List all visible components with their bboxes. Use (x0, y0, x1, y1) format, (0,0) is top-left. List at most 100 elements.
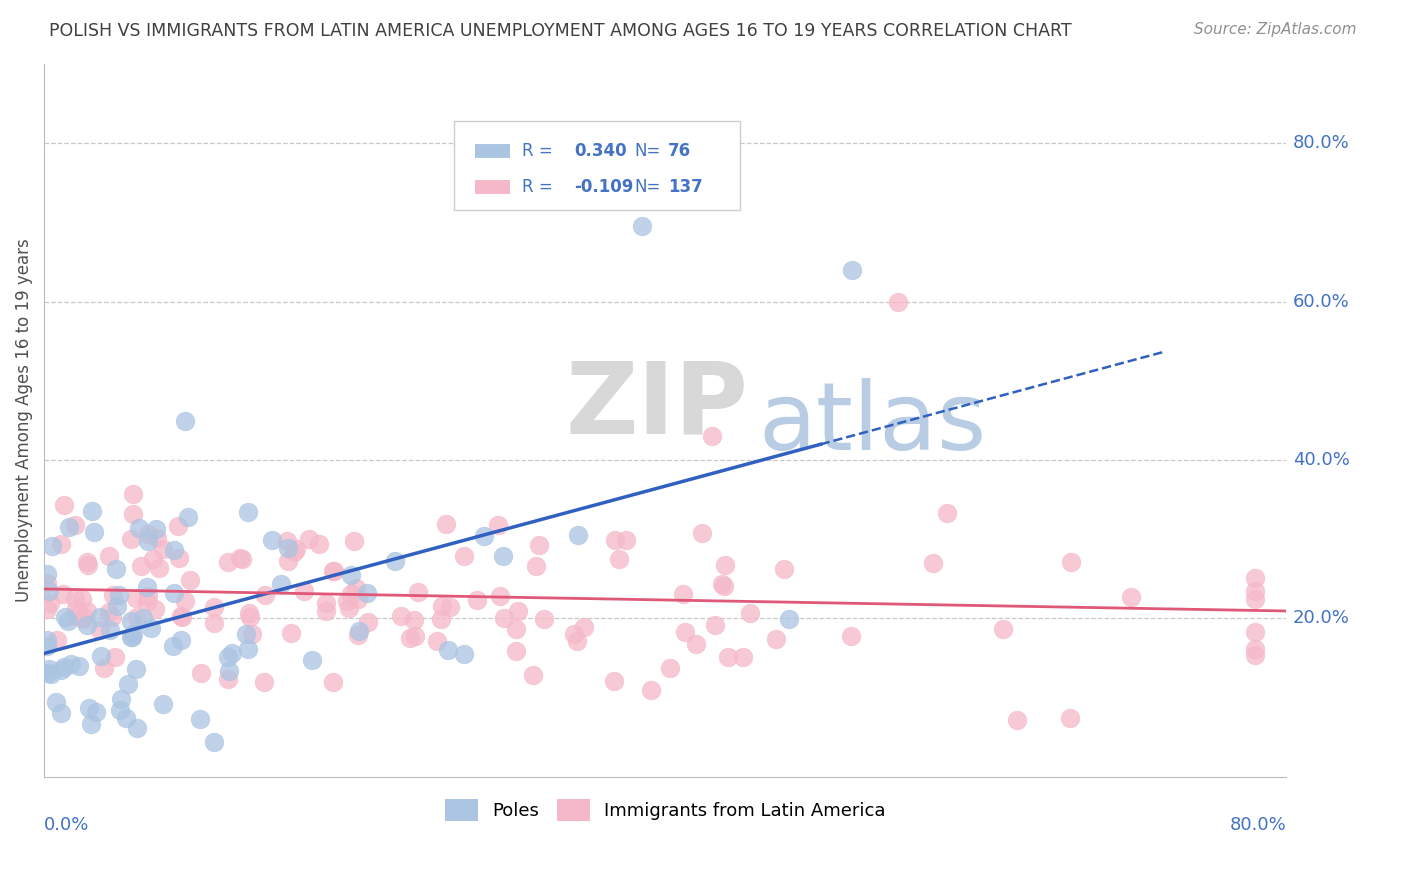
Point (125, 609, 148, 624)
Point (453, 549, 475, 563)
Point (37, 576, 59, 591)
Point (292, 584, 315, 599)
Point (79, 701, 101, 715)
Point (97, 606, 120, 620)
Point (98, 623, 121, 637)
Point (426, 634, 449, 648)
Text: 76: 76 (668, 142, 690, 160)
Point (738, 606, 761, 620)
Point (90, 648, 112, 663)
Point (260, 533, 283, 548)
Point (631, 219, 654, 234)
Point (84, 705, 107, 719)
Point (41, 540, 63, 554)
Point (89, 610, 111, 624)
Point (37, 566, 59, 581)
Point (173, 593, 195, 607)
Point (98, 549, 121, 564)
Point (152, 698, 174, 712)
Point (122, 627, 145, 641)
Point (124, 662, 146, 676)
Point (1244, 571, 1267, 585)
Text: 80.0%: 80.0% (1230, 816, 1286, 834)
Point (120, 532, 142, 546)
Point (567, 634, 589, 648)
Point (887, 294, 910, 309)
Point (89, 624, 111, 638)
Point (141, 551, 163, 566)
Point (80, 504, 103, 518)
Point (49, 537, 72, 551)
Point (163, 586, 186, 600)
Point (38, 583, 60, 598)
Point (136, 595, 159, 609)
Point (76, 617, 98, 632)
Point (522, 668, 544, 682)
Point (120, 614, 142, 628)
Point (453, 647, 475, 661)
Point (336, 594, 359, 608)
Point (73, 609, 96, 624)
Point (308, 537, 330, 551)
Point (505, 622, 527, 636)
Point (65, 601, 87, 615)
Point (53, 610, 76, 624)
Point (170, 609, 193, 624)
Point (301, 653, 323, 667)
Text: Source: ZipAtlas.com: Source: ZipAtlas.com (1194, 22, 1357, 37)
Point (103, 588, 125, 602)
Point (53, 660, 76, 674)
Point (389, 608, 412, 623)
Point (276, 534, 298, 549)
Point (39, 666, 62, 681)
Point (315, 596, 337, 610)
Text: 137: 137 (668, 178, 703, 195)
Point (322, 564, 344, 578)
Point (323, 565, 346, 579)
Point (1119, 590, 1142, 604)
Point (524, 559, 547, 574)
Point (52, 498, 75, 512)
Point (993, 622, 1015, 636)
Point (76, 604, 98, 618)
Point (733, 649, 755, 664)
Point (218, 664, 240, 678)
Point (465, 593, 488, 607)
Point (402, 613, 425, 627)
Point (315, 604, 337, 618)
Point (492, 549, 515, 563)
Point (188, 712, 211, 726)
Point (63, 591, 86, 605)
Point (322, 674, 344, 689)
Point (704, 618, 727, 632)
Point (148, 560, 170, 574)
Point (108, 588, 131, 602)
Point (432, 599, 454, 614)
Point (202, 600, 225, 615)
Point (1244, 648, 1267, 662)
Point (337, 600, 360, 615)
Point (344, 581, 367, 595)
Point (240, 627, 263, 641)
Point (45, 695, 67, 709)
Point (1244, 591, 1267, 606)
Point (117, 676, 139, 690)
Point (640, 682, 662, 697)
Point (136, 534, 159, 549)
Point (174, 414, 197, 428)
Point (839, 629, 862, 643)
Point (217, 650, 239, 665)
Point (356, 586, 378, 600)
Point (108, 703, 131, 717)
Point (603, 673, 626, 688)
Point (283, 545, 305, 559)
Point (63, 518, 86, 533)
Point (277, 541, 299, 556)
Point (202, 615, 225, 630)
Point (505, 644, 527, 658)
Point (430, 612, 453, 626)
Point (136, 589, 159, 603)
Y-axis label: Unemployment Among Ages 16 to 19 years: Unemployment Among Ages 16 to 19 years (15, 238, 32, 602)
Point (277, 554, 299, 568)
Point (49, 706, 72, 720)
